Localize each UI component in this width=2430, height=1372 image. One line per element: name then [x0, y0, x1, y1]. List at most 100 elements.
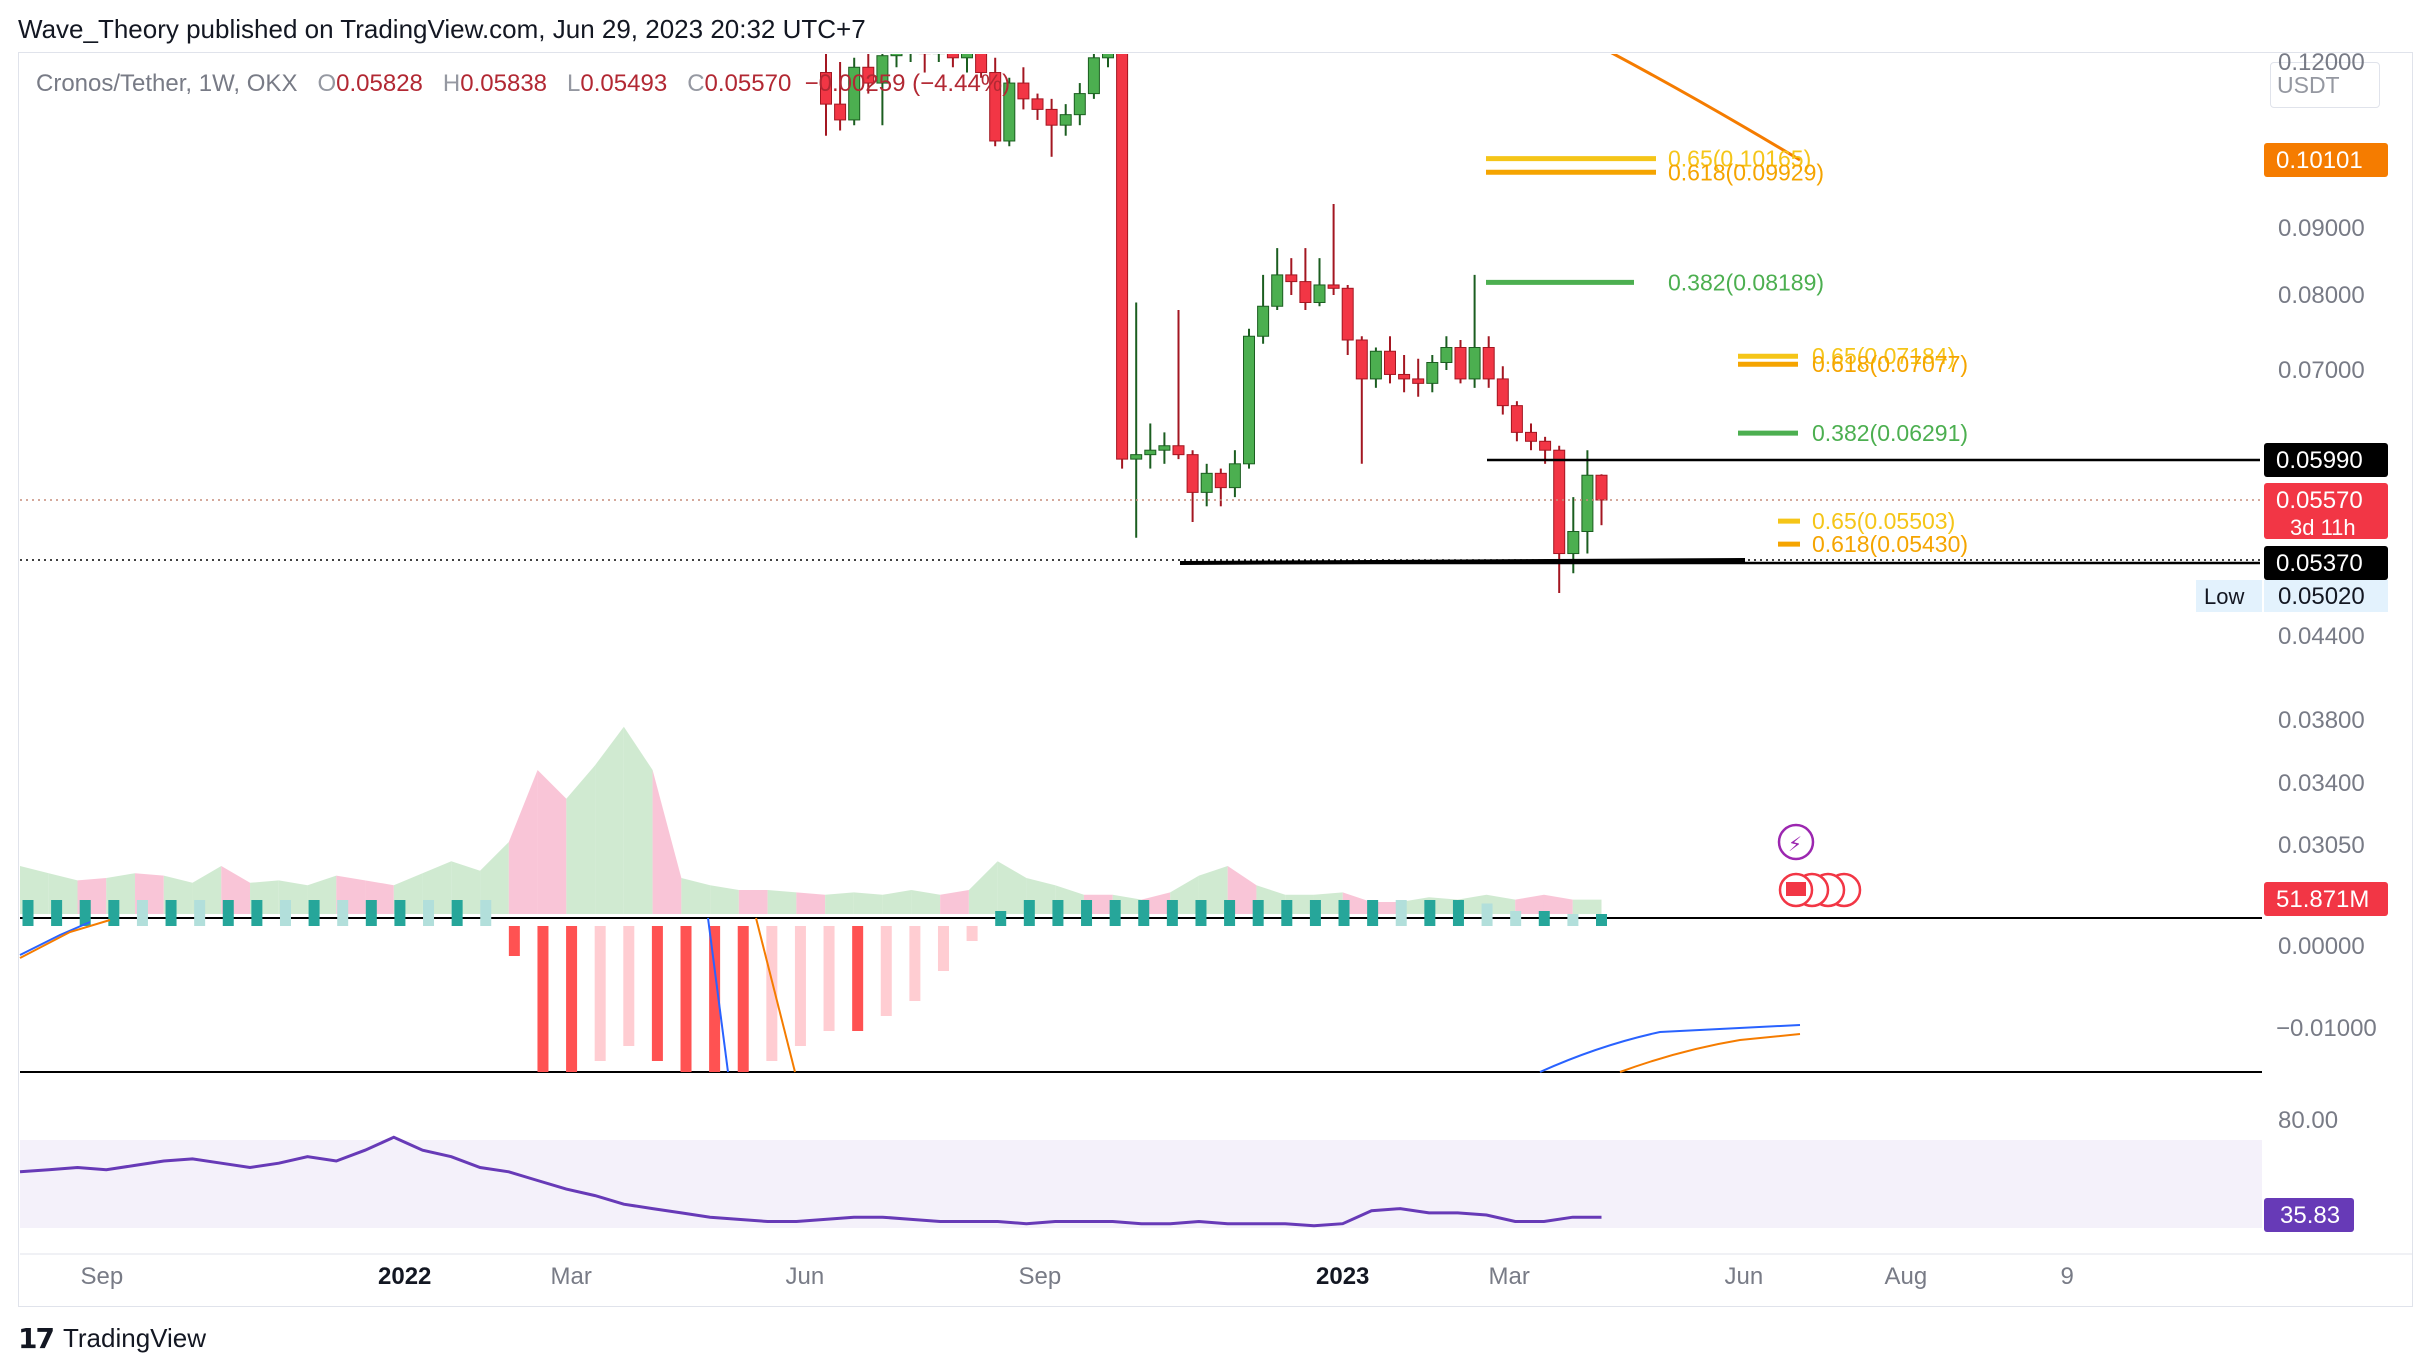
candle-up	[848, 66, 861, 121]
macd-histogram-bar	[480, 900, 492, 926]
volume-badge-text: 51.871M	[2276, 886, 2369, 913]
macd-histogram-bar	[79, 900, 91, 926]
macd-histogram-bar	[737, 926, 749, 1072]
macd-tick: −0.01000	[2276, 1015, 2377, 1042]
resistance-badge	[2264, 443, 2388, 477]
volume-area-segment	[1371, 902, 1401, 914]
time-tick: Sep	[1019, 1263, 1062, 1290]
volume-area-segment	[738, 890, 768, 914]
macd-histogram-bar	[1023, 900, 1035, 926]
macd-histogram-bar	[1395, 900, 1407, 926]
currency-selector[interactable]: USDT	[2270, 62, 2380, 108]
macd-histogram-bar	[222, 900, 234, 926]
macd-histogram-bar	[136, 900, 148, 926]
macd-histogram-bar	[279, 900, 291, 926]
macd-histogram-bar	[165, 900, 177, 926]
volume-area-segment	[1486, 894, 1516, 914]
candle-down	[1116, 54, 1129, 460]
volume-area-segment	[480, 842, 509, 914]
macd-histogram-bar	[308, 900, 320, 926]
legend-low: 0.05493	[580, 70, 668, 97]
rsi-tick: 80.00	[2278, 1107, 2338, 1134]
candle-up	[1102, 54, 1114, 59]
volume-area-segment	[911, 890, 941, 914]
time-tick: Mar	[551, 1263, 592, 1290]
macd-histogram-bar	[651, 926, 663, 1061]
volume-area-segment	[796, 892, 826, 914]
fib-level-badge-text: 0.10101	[2276, 147, 2363, 174]
low-label-box	[2196, 580, 2262, 612]
candle-up	[1087, 57, 1100, 95]
macd-histogram-bar	[794, 926, 806, 1046]
candle-up	[1158, 445, 1171, 451]
macd-histogram-bar	[1367, 900, 1379, 926]
macd-histogram-bar	[394, 900, 406, 926]
fib-level-label: 0.382(0.08189)	[1668, 269, 1824, 295]
macd-histogram-bar	[1338, 900, 1350, 926]
macd-histogram-bar	[594, 926, 606, 1061]
rsi-badge	[2264, 1198, 2354, 1232]
candle-down	[1186, 454, 1199, 493]
macd-histogram-bar	[1052, 900, 1064, 926]
legend-change: −0.00259 (−4.44%)	[804, 70, 1011, 97]
price-tick: 0.03050	[2278, 832, 2365, 859]
annotation-layer: 0.65(0.10165)0.618(0.09929) 0.382(0.08189…	[20, 54, 2260, 908]
candle-up	[1059, 114, 1072, 126]
candle-down	[1525, 431, 1537, 442]
candle-up	[1313, 284, 1326, 304]
low-label: Low	[2204, 584, 2244, 609]
volume-area-segment	[767, 890, 797, 914]
chart-frame[interactable]	[18, 52, 2413, 1307]
fib-level-label: 0.65(0.10165)	[1668, 146, 1811, 172]
macd-histogram-bar	[1138, 900, 1150, 926]
volume-area-segment	[681, 878, 711, 914]
candle-up	[1468, 347, 1481, 380]
rsi-band	[20, 1140, 2262, 1228]
volume-area-segment	[882, 890, 912, 914]
candle-down	[975, 54, 988, 74]
candle-down	[1412, 378, 1425, 384]
low-value-box	[2264, 580, 2388, 612]
time-tick: Aug	[1885, 1263, 1928, 1290]
macd-histogram-bar	[1567, 914, 1579, 926]
time-tick: 9	[2061, 1263, 2074, 1290]
candle-up	[1144, 449, 1157, 456]
price-tick: 0.04400	[2278, 623, 2365, 650]
candle-down	[1045, 108, 1058, 126]
macd-histogram-bar	[937, 926, 949, 971]
candle-down	[820, 72, 832, 105]
time-tick: Jun	[1725, 1263, 1764, 1290]
volume-area-segment	[595, 726, 624, 914]
macd-histogram-bar	[451, 900, 463, 926]
macd-histogram-bar	[508, 926, 520, 956]
candle-down	[1017, 82, 1030, 100]
macd-histogram-bar	[22, 900, 34, 926]
volume-area-segment	[1313, 892, 1343, 914]
fib-level-label: 0.65(0.07184)	[1812, 343, 1955, 369]
candle-up	[905, 41, 916, 45]
volume-area-segment	[1572, 899, 1602, 914]
macd-histogram-bar	[51, 900, 63, 926]
volume-area-segment	[537, 770, 567, 914]
volume-area-segment	[566, 765, 596, 914]
candle-down	[1285, 274, 1298, 283]
candle-up	[1243, 335, 1255, 465]
candle-down	[1595, 474, 1608, 501]
macd-histogram-bar	[1224, 900, 1236, 926]
volume-area-segment	[940, 890, 969, 914]
legend-close-label: C	[687, 70, 705, 97]
tradingview-footer[interactable]: 𝟭𝟳 TradingView	[18, 1322, 206, 1355]
macd-layer	[19, 900, 2262, 1073]
brand-name: TradingView	[62, 1323, 207, 1353]
price-axis: 0.12000 0.09000 0.08000 0.07000 0.04400 0.038…	[2196, 49, 2388, 1232]
signal-line	[1619, 1033, 1801, 1073]
publisher-line: Wave_Theory published on TradingView.com…	[18, 14, 866, 44]
fib-level-label: 0.618(0.07077)	[1812, 351, 1968, 377]
candle-up	[1200, 472, 1213, 493]
macd-histogram-bar	[1109, 900, 1121, 926]
macd-histogram-bar	[1424, 900, 1436, 926]
volume-area-segment	[1285, 894, 1314, 914]
macd-histogram-bar	[1081, 900, 1093, 926]
price-tick: 0.08000	[2278, 282, 2365, 309]
